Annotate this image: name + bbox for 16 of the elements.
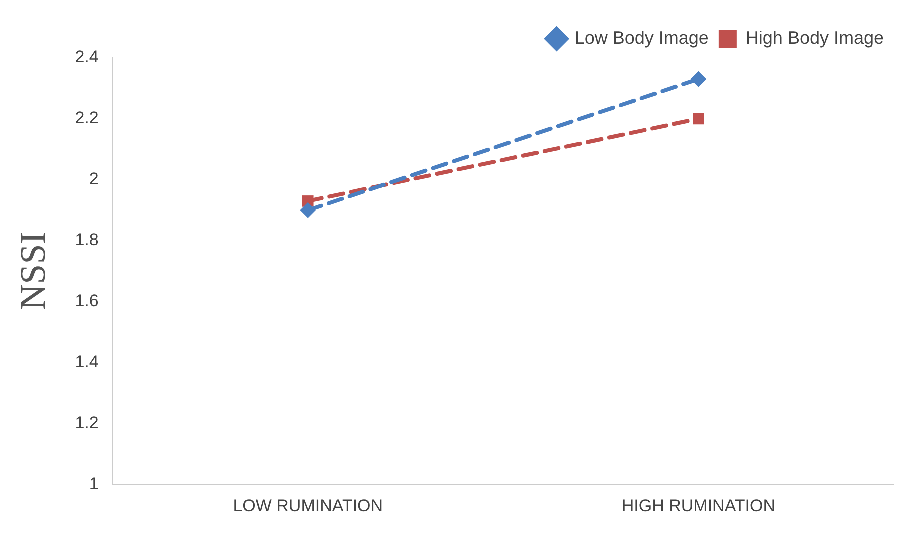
y-tick-label: 2.2: [75, 108, 99, 128]
point: [693, 113, 704, 125]
point: [690, 71, 707, 88]
y-tick-label: 1.2: [75, 413, 99, 432]
x-tick-label: HIGH RUMINATION: [622, 496, 776, 516]
y-tick-label: 2.4: [75, 48, 99, 67]
legend-label: High Body Image: [746, 28, 884, 48]
y-axis-title: NSSI: [13, 232, 54, 310]
y-tick-label: 1.4: [75, 352, 99, 372]
y-tick-label: 1: [89, 474, 99, 494]
y-tick-label: 2: [89, 170, 99, 189]
x-tick-label: LOW RUMINATION: [233, 496, 384, 516]
y-tick-label: 1.8: [75, 230, 99, 250]
point: [300, 202, 316, 218]
y-tick-label: 1.6: [75, 291, 99, 310]
legend-label: Low Body Image: [574, 28, 709, 48]
